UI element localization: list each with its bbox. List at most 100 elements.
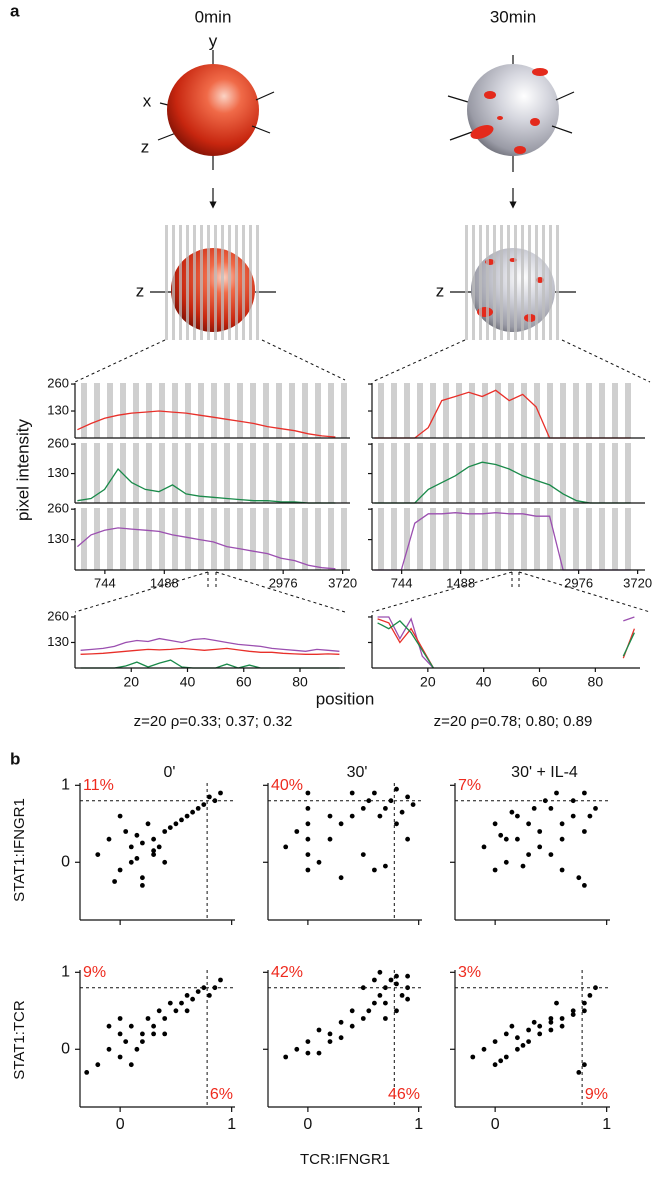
trace xyxy=(77,467,336,504)
point xyxy=(283,1054,289,1060)
point xyxy=(184,813,190,819)
point xyxy=(156,844,162,850)
point xyxy=(327,813,333,819)
y-tick-label: 130 xyxy=(47,634,69,649)
point xyxy=(537,1031,543,1037)
stripe xyxy=(495,383,501,438)
point xyxy=(515,813,520,819)
stripe xyxy=(479,225,482,340)
point xyxy=(394,981,399,987)
point xyxy=(548,1016,554,1021)
stripe xyxy=(107,508,113,570)
stripe xyxy=(224,383,230,438)
point xyxy=(123,829,129,834)
axis-name: z xyxy=(136,281,145,300)
y-tick-label: 0 xyxy=(61,853,70,870)
point xyxy=(190,809,196,815)
point xyxy=(520,1043,526,1048)
point xyxy=(570,1012,576,1017)
point xyxy=(383,1000,388,1006)
stripe xyxy=(521,225,524,340)
point xyxy=(305,852,311,857)
point xyxy=(190,996,196,1002)
point xyxy=(305,867,311,873)
sphere-gray xyxy=(447,55,575,172)
axis-name: z xyxy=(141,137,150,156)
stripe xyxy=(198,508,204,570)
stripe xyxy=(404,443,410,503)
stripe xyxy=(263,508,269,570)
stripe xyxy=(586,508,592,570)
stripe xyxy=(133,443,139,503)
condition-title: 30min xyxy=(490,7,536,26)
point xyxy=(399,809,405,815)
x-axis-label: TCR:IFNGR1 xyxy=(300,1151,390,1168)
point xyxy=(481,1046,487,1052)
point xyxy=(294,829,300,834)
point xyxy=(570,813,576,819)
x-tick-label: 2976 xyxy=(269,575,298,590)
point xyxy=(327,836,333,842)
percent-label: 3% xyxy=(458,964,481,981)
point xyxy=(305,1050,311,1056)
x-tick-label: 80 xyxy=(292,674,308,690)
stripe xyxy=(556,225,559,340)
point xyxy=(117,1054,123,1060)
stripe xyxy=(430,383,436,438)
point xyxy=(338,821,344,827)
connector xyxy=(74,339,651,613)
point xyxy=(503,1054,509,1060)
point xyxy=(372,867,377,873)
point xyxy=(195,989,201,994)
point xyxy=(360,806,366,811)
point xyxy=(554,790,559,796)
point xyxy=(399,993,405,998)
point xyxy=(383,806,388,811)
stripe xyxy=(289,508,295,570)
stripe xyxy=(81,443,87,503)
stripe xyxy=(573,508,579,570)
striped-sphere xyxy=(450,225,576,340)
stripe xyxy=(430,443,436,503)
stripe xyxy=(391,383,397,438)
point xyxy=(145,821,151,827)
x-tick-label: 1 xyxy=(414,1116,423,1133)
stripe xyxy=(378,443,384,503)
stripe xyxy=(521,508,527,570)
stripe xyxy=(599,443,605,503)
point xyxy=(526,1027,531,1033)
x-tick-label: 1488 xyxy=(446,575,475,590)
stripe xyxy=(612,383,618,438)
stripe xyxy=(560,383,566,438)
stripe xyxy=(94,383,100,438)
stripe xyxy=(315,443,321,503)
point xyxy=(173,1008,179,1014)
stripe xyxy=(508,383,514,438)
point xyxy=(520,863,526,869)
stripe xyxy=(328,508,334,570)
point xyxy=(151,1031,157,1037)
stripe xyxy=(521,443,527,503)
row-label: STAT1:TCR xyxy=(11,1000,28,1080)
stripe xyxy=(159,508,165,570)
point xyxy=(162,1031,168,1037)
stripe xyxy=(586,443,592,503)
stripe xyxy=(391,443,397,503)
stripe xyxy=(560,508,566,570)
point xyxy=(576,875,582,881)
point xyxy=(123,1039,129,1044)
trace xyxy=(374,389,631,439)
stripe xyxy=(94,443,100,503)
point xyxy=(134,856,140,861)
point xyxy=(106,1046,112,1052)
stripe xyxy=(482,383,488,438)
point xyxy=(587,993,593,998)
point xyxy=(162,859,168,865)
percent-label: 7% xyxy=(458,777,481,794)
stripe xyxy=(599,383,605,438)
stripe xyxy=(200,225,203,340)
point xyxy=(498,832,504,838)
point xyxy=(531,1019,537,1025)
point xyxy=(327,1031,333,1037)
point xyxy=(537,829,543,834)
